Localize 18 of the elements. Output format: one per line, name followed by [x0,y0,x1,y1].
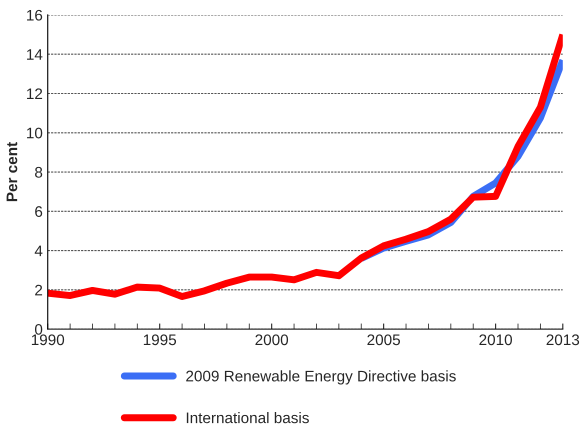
y-tick-label: 16 [27,10,42,21]
legend-label: International basis [186,412,309,424]
y-tick-label: 2 [35,284,42,296]
y-tick-label: 4 [34,246,42,256]
x-tick-label: 2013 [546,334,580,346]
x-tick-label: 2000 [255,334,288,346]
x-tick-label: 2010 [479,334,512,346]
y-tick-label: 12 [27,88,42,100]
legend-label: 2009 Renewable Energy Directive basis [186,370,456,385]
x-tick-label: 1990 [32,334,64,346]
y-tick-label: 0 [34,324,42,335]
y-tick-label: 10 [27,128,42,138]
y-tick-label: 14 [27,49,42,60]
y-axis-title: Per cent [6,142,18,202]
y-tick-label: 8 [35,166,42,178]
x-tick-label: 2005 [367,334,400,346]
x-tick-label: 1995 [144,334,176,346]
y-tick-label: 6 [35,206,42,217]
